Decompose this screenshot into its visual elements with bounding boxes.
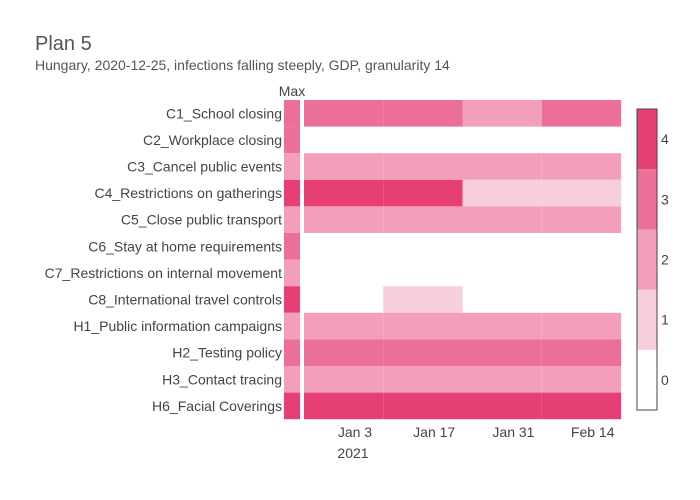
plan-cell (541, 366, 621, 393)
colorbar-tick-label: 1 (661, 312, 669, 328)
plan-cell (462, 100, 542, 127)
colorbar-tick-label: 3 (661, 191, 669, 207)
row-label: C5_Close public transport (121, 212, 282, 228)
plan-cell (383, 392, 463, 420)
max-cell (284, 366, 300, 393)
colorbar: 0 1 2 3 4 (636, 108, 669, 411)
chart-subtitle: Hungary, 2020-12-25, infections falling … (35, 57, 450, 73)
row-label: H3_Contact tracing (162, 371, 282, 387)
row-label: C3_Cancel public events (127, 159, 282, 175)
colorbar-tick-label: 4 (661, 131, 669, 147)
plan-cell (541, 206, 621, 233)
colorbar-tick-label: 2 (661, 252, 669, 268)
colorbar-segment (637, 109, 657, 170)
chart-title: Plan 5 (35, 33, 92, 55)
plan-cell (383, 179, 463, 207)
plan-cell (462, 153, 542, 180)
row-label: H1_Public information campaigns (73, 318, 282, 334)
plan-cell (541, 153, 621, 180)
row-label: C2_Workplace closing (143, 132, 282, 148)
plan-cell (383, 153, 463, 180)
x-axis-ticks: Jan 3 Jan 17 Jan 31 Feb 14 (338, 424, 615, 440)
colorbar-segment (637, 289, 657, 350)
plan-cell (541, 179, 621, 207)
max-column-label: Max (279, 83, 305, 99)
plan-cell (383, 286, 463, 313)
row-labels: C1_School closing C2_Workplace closing C3_… (45, 105, 282, 414)
row-label: C6_Stay at home requirements (88, 238, 282, 254)
plan-cell (304, 100, 384, 127)
plan-cell (462, 179, 542, 207)
plan-cell (383, 206, 463, 233)
plan-cell (462, 366, 542, 393)
max-cell (284, 233, 300, 260)
max-cell (284, 312, 300, 340)
plan-cell (304, 153, 384, 180)
max-cell (284, 153, 300, 180)
x-year-label: 2021 (337, 445, 368, 461)
row-label: H2_Testing policy (172, 345, 282, 361)
x-tick-label: Jan 3 (338, 424, 372, 440)
plan-cell (462, 312, 542, 340)
plan-cell (541, 339, 621, 366)
max-cell (284, 100, 300, 127)
plan-cell (383, 339, 463, 366)
plan-cell (304, 339, 384, 366)
colorbar-segment (637, 169, 657, 230)
row-label: C8_International travel controls (88, 292, 282, 308)
plan-cell (383, 100, 463, 127)
plan-cell (462, 392, 542, 420)
plan-cell (383, 366, 463, 393)
plan-cell (541, 312, 621, 340)
plan-cell (304, 206, 384, 233)
max-cell (284, 206, 300, 233)
plan-cell (304, 179, 384, 207)
max-cell (284, 286, 300, 313)
plan-cell (304, 312, 384, 340)
max-column (284, 100, 300, 420)
plan-cell (304, 392, 384, 420)
plan-cell (541, 100, 621, 127)
colorbar-segment (637, 229, 657, 290)
colorbar-outline (636, 108, 658, 411)
plan-cell (541, 392, 621, 420)
colorbar-tick-label: 0 (661, 372, 669, 388)
x-tick-label: Jan 31 (492, 424, 534, 440)
plan-cell (462, 206, 542, 233)
row-label: C1_School closing (166, 105, 282, 121)
row-label: C4_Restrictions on gatherings (94, 185, 282, 201)
plan-cell (304, 366, 384, 393)
max-cell (284, 259, 300, 287)
plan-cell (462, 339, 542, 366)
row-label: H6_Facial Coverings (152, 398, 282, 414)
max-cell (284, 339, 300, 366)
row-label: C7_Restrictions on internal movement (45, 265, 282, 281)
plan-cell (383, 312, 463, 340)
max-cell (284, 392, 300, 420)
max-cell (284, 126, 300, 154)
plan-cells (304, 100, 621, 420)
x-tick-label: Feb 14 (571, 424, 615, 440)
colorbar-segment (637, 349, 657, 410)
max-cell (284, 179, 300, 207)
x-tick-label: Jan 17 (413, 424, 455, 440)
